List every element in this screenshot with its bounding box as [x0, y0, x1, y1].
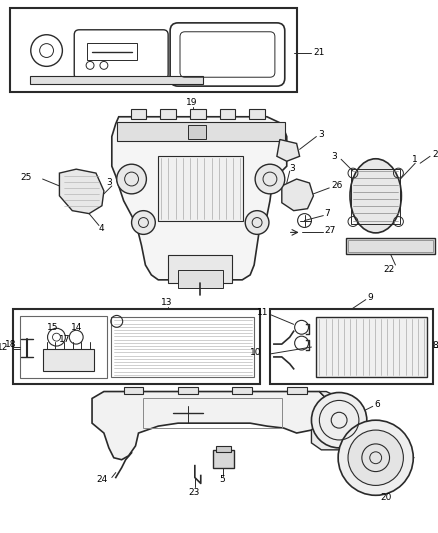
Text: 9: 9 [368, 293, 374, 302]
Text: 26: 26 [331, 181, 343, 190]
Text: 13: 13 [161, 298, 173, 307]
Text: 14: 14 [71, 323, 83, 332]
Bar [42, 349, 94, 371]
Bar [188, 125, 206, 139]
Text: 7: 7 [324, 209, 330, 218]
Text: 25: 25 [20, 173, 31, 182]
Polygon shape [112, 117, 287, 280]
Polygon shape [311, 392, 359, 450]
Text: 27: 27 [324, 226, 336, 235]
Text: 8: 8 [432, 341, 438, 350]
Text: 6: 6 [375, 400, 381, 409]
Polygon shape [92, 392, 326, 460]
Bar [190, 109, 206, 119]
Bar [143, 399, 282, 428]
Bar [249, 109, 265, 119]
Bar [351, 169, 400, 223]
Bar [10, 8, 297, 92]
Bar [168, 255, 233, 283]
Circle shape [338, 420, 413, 495]
Bar [131, 109, 146, 119]
Bar [111, 317, 254, 377]
Text: 10: 10 [250, 349, 261, 358]
Text: 23: 23 [188, 488, 199, 497]
Bar [215, 446, 231, 452]
Ellipse shape [350, 159, 401, 233]
Bar [270, 310, 433, 384]
Bar [346, 238, 435, 254]
Bar [160, 109, 176, 119]
Text: 24: 24 [96, 475, 107, 484]
Circle shape [131, 211, 155, 235]
Bar [158, 156, 243, 221]
Bar [316, 317, 427, 377]
Bar [124, 386, 143, 394]
Text: 22: 22 [384, 265, 395, 274]
Text: 2: 2 [432, 150, 438, 159]
Text: 3: 3 [106, 179, 112, 188]
Bar [20, 317, 107, 378]
Text: 20: 20 [381, 493, 392, 502]
Text: 11: 11 [257, 308, 268, 317]
Bar [87, 43, 137, 60]
Bar [219, 109, 235, 119]
Text: 3: 3 [331, 152, 337, 161]
Text: 5: 5 [219, 475, 225, 484]
Polygon shape [282, 179, 314, 211]
Circle shape [255, 164, 285, 194]
Circle shape [311, 392, 367, 448]
Text: 12: 12 [0, 343, 8, 352]
Bar [348, 240, 433, 252]
Bar [178, 270, 223, 288]
Circle shape [348, 430, 403, 486]
Polygon shape [277, 140, 300, 161]
Text: 4: 4 [99, 224, 105, 233]
Circle shape [117, 164, 146, 194]
Polygon shape [60, 169, 104, 214]
Text: 3: 3 [318, 130, 324, 139]
Text: 17: 17 [60, 335, 71, 344]
Bar [287, 386, 307, 394]
Bar [13, 310, 260, 384]
Text: 1: 1 [412, 155, 418, 164]
Text: 19: 19 [186, 99, 198, 108]
Text: 3: 3 [290, 164, 296, 173]
Bar [117, 122, 285, 141]
Bar [178, 386, 198, 394]
Bar [212, 450, 234, 467]
Text: 15: 15 [46, 323, 58, 332]
Bar [30, 76, 203, 84]
Text: 18: 18 [5, 340, 17, 349]
Text: 21: 21 [314, 48, 325, 57]
Bar [233, 386, 252, 394]
Circle shape [245, 211, 269, 235]
